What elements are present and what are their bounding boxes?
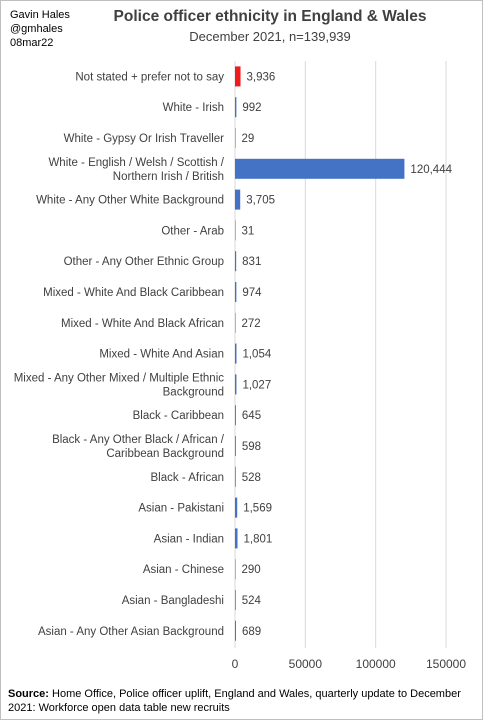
category-label: Asian - Bangladeshi [122,595,224,607]
bar [235,189,241,210]
data-label: 992 [242,102,261,114]
source-text: Home Office, Police officer uplift, Engl… [8,688,461,714]
bar [235,405,236,426]
bar [235,343,237,364]
data-label: 598 [242,441,261,453]
category-label: Asian - Any Other Asian Background [38,626,224,638]
data-label: 31 [242,225,255,237]
bar-chart: Not stated + prefer not to say 3,936 White… [14,61,466,671]
category-label: Other - Arab [161,225,224,237]
bar [235,251,237,272]
bar [235,528,238,549]
bar [235,620,236,641]
bar [235,128,236,148]
data-label: 689 [242,626,261,638]
author-handle: @gmhales [10,23,63,35]
x-tick-label: 50000 [289,657,323,671]
data-label: 524 [242,595,262,607]
data-label: 1,569 [243,503,272,515]
bar [235,97,237,118]
x-tick-label: 100000 [356,657,396,671]
category-label: Black - Any Other Black / African / Carib… [52,434,225,460]
data-label: 3,936 [247,71,276,83]
category-label: Black - African [151,472,225,484]
chart-title: Police officer ethnicity in England & Wa… [113,8,427,25]
category-label: Not stated + prefer not to say [75,71,224,83]
category-label: Asian - Chinese [143,564,224,576]
category-label: Asian - Pakistani [138,503,224,515]
data-label: 645 [242,410,261,422]
author-block: Gavin Hales @gmhales 08mar22 [10,8,70,50]
chart-date: 08mar22 [10,37,54,49]
bar [235,282,237,302]
x-tick-label: 0 [232,657,239,671]
data-label: 29 [242,133,255,145]
category-label: Mixed - White And Asian [99,349,224,361]
bar [235,312,236,333]
data-label: 974 [242,287,262,299]
category-label: Mixed - Any Other Mixed / Multiple Ethni… [14,372,225,398]
category-label: White - Irish [163,102,224,114]
bar [235,497,238,518]
bar [235,466,236,487]
category-label: Black - Caribbean [133,410,224,422]
x-tick-label: 150000 [426,657,466,671]
category-label: Mixed - White And Black African [61,318,224,330]
data-label: 831 [242,256,261,268]
source-label: Source: [8,688,49,700]
data-label: 3,705 [246,195,275,207]
bar [235,374,237,395]
bar [235,559,236,580]
data-label: 528 [242,472,261,484]
category-label: White - Any Other White Background [36,195,224,207]
category-label: Asian - Indian [154,533,224,545]
bar [235,66,241,87]
category-label: Mixed - White And Black Caribbean [43,287,224,299]
category-label: White - Gypsy Or Irish Traveller [64,133,225,145]
data-label: 1,801 [244,533,273,545]
source-note: Source: Home Office, Police officer upli… [8,687,478,715]
bar [235,590,236,610]
chart-subtitle: December 2021, n=139,939 [189,29,351,44]
data-label: 1,054 [242,349,271,361]
bar [235,436,236,456]
data-label: 272 [242,318,261,330]
category-label: White - English / Welsh / Scottish / Nort… [48,157,224,183]
data-label: 290 [242,564,261,576]
bar [235,220,236,241]
author-name: Gavin Hales [10,9,70,21]
category-label: Other - Any Other Ethnic Group [64,256,224,268]
data-label: 1,027 [242,379,271,391]
bar [235,158,405,179]
data-label: 120,444 [410,164,452,176]
